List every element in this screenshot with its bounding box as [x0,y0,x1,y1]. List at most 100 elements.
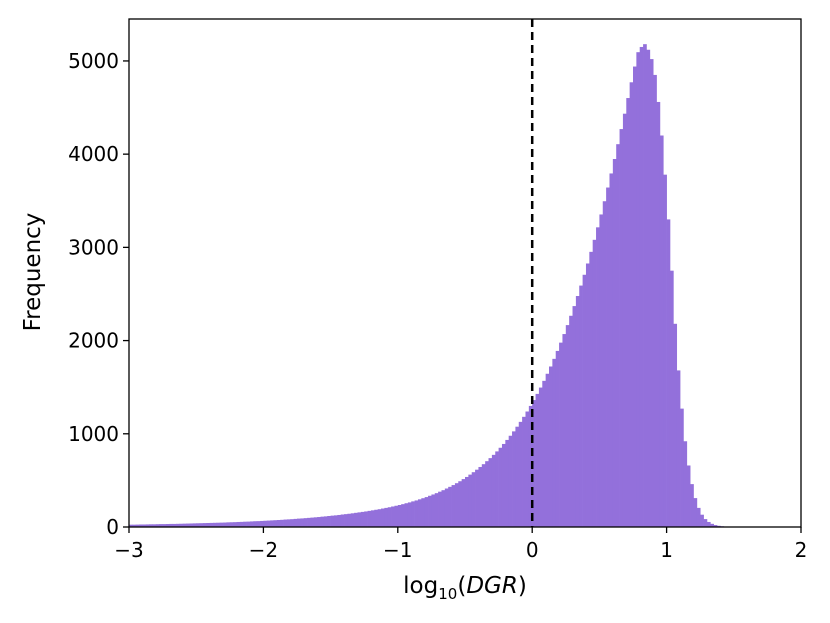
histogram-bar [559,342,563,527]
histogram-bar [525,411,530,527]
histogram-bar [391,506,395,527]
histogram-bar [582,274,587,527]
histogram-bar [656,101,661,528]
histogram-bar [256,521,261,527]
histogram-bar [686,465,691,527]
histogram-bar [407,502,412,527]
plot-background [129,19,801,527]
histogram-bar [549,366,553,527]
histogram-bar [535,393,540,527]
histogram-bar [176,523,180,527]
histogram-bar [384,507,389,527]
histogram-bar [243,521,247,527]
histogram-bar [703,519,708,527]
histogram-bar [152,524,157,527]
histogram-bar [307,517,311,527]
histogram-bar [129,524,133,527]
x-tick-label: 1 [660,538,673,562]
x-tick-label: −3 [114,538,143,562]
histogram-bar [555,350,560,527]
histogram-bar [706,521,711,527]
histogram-bar [458,481,462,527]
histogram-bar [713,525,718,527]
histogram-bar [202,523,207,527]
histogram-bar [471,472,476,527]
histogram-bar [135,524,140,527]
histogram-bar [401,504,405,527]
histogram-bar [219,522,224,527]
histogram-bar [431,494,436,527]
histogram-bar [381,508,385,527]
histogram-bar [357,512,362,527]
histogram-bar [454,483,459,527]
histogram-bar [481,464,486,527]
histogram-bar [263,520,268,527]
x-axis-label-base: log [403,573,438,599]
histogram-bar [370,510,375,527]
histogram-bar [364,511,368,527]
histogram-bar [350,513,355,527]
histogram-bar [159,524,163,527]
histogram-bar [209,522,214,527]
histogram-bar [696,507,701,527]
histogram-bar [253,521,258,527]
histogram-bar [196,523,200,527]
histogram-bar [397,505,402,527]
histogram-bar [340,514,345,527]
histogram-bar [303,518,308,527]
histogram-bar [283,519,288,527]
y-axis-label: Frequency [20,213,46,332]
histogram-bar [569,315,573,527]
histogram-bar [276,520,281,527]
histogram-bar [323,516,328,527]
histogram-bar [165,524,170,527]
histogram-bar [465,476,469,527]
histogram-bar [616,144,620,527]
histogram-bar [575,296,580,527]
histogram-bar [199,523,204,527]
histogram-bar [475,469,479,527]
histogram-bar [626,98,630,527]
histogram-bar [169,523,174,527]
y-tick-label: 4000 [68,142,119,166]
histogram-bar [182,523,187,527]
histogram-bar [542,380,546,527]
histogram-bar [498,447,503,527]
histogram-bar [495,451,499,527]
histogram-bar [377,509,382,527]
histogram-bar [310,517,315,527]
y-axis-ticks: 0 1000 2000 3000 4000 5000 [68,49,129,539]
histogram-bar [478,466,483,527]
histogram-bar [700,514,704,527]
x-tick-label: 0 [526,538,539,562]
histogram-bar [646,49,651,527]
histogram-bar [414,500,419,527]
histogram-bar [690,484,694,527]
histogram-bar [532,400,536,527]
histogram-bar [417,499,422,527]
histogram-bar [387,507,392,527]
y-tick-label: 1000 [68,422,119,446]
histogram-bar [448,486,452,527]
histogram-bar [468,474,473,527]
y-tick-label: 2000 [68,329,119,353]
histogram-bar [649,59,654,527]
histogram-bar [226,522,231,527]
histogram-bar [512,431,516,527]
histogram-bar [505,439,510,527]
histogram-bar [602,201,607,528]
histogram-bar [485,461,489,527]
histogram-bar [132,524,137,527]
histogram-bar [266,520,271,527]
histogram-bar [404,503,409,527]
histogram-bar [249,521,254,527]
histogram-bar [317,517,321,527]
histogram-bar [139,524,143,527]
histogram-bar [246,521,251,527]
histogram-bar [596,227,600,527]
x-axis-label-subscript: 10 [438,585,457,603]
histogram-bar [374,509,378,527]
histogram-bar [213,522,217,527]
histogram-bar [260,520,264,527]
